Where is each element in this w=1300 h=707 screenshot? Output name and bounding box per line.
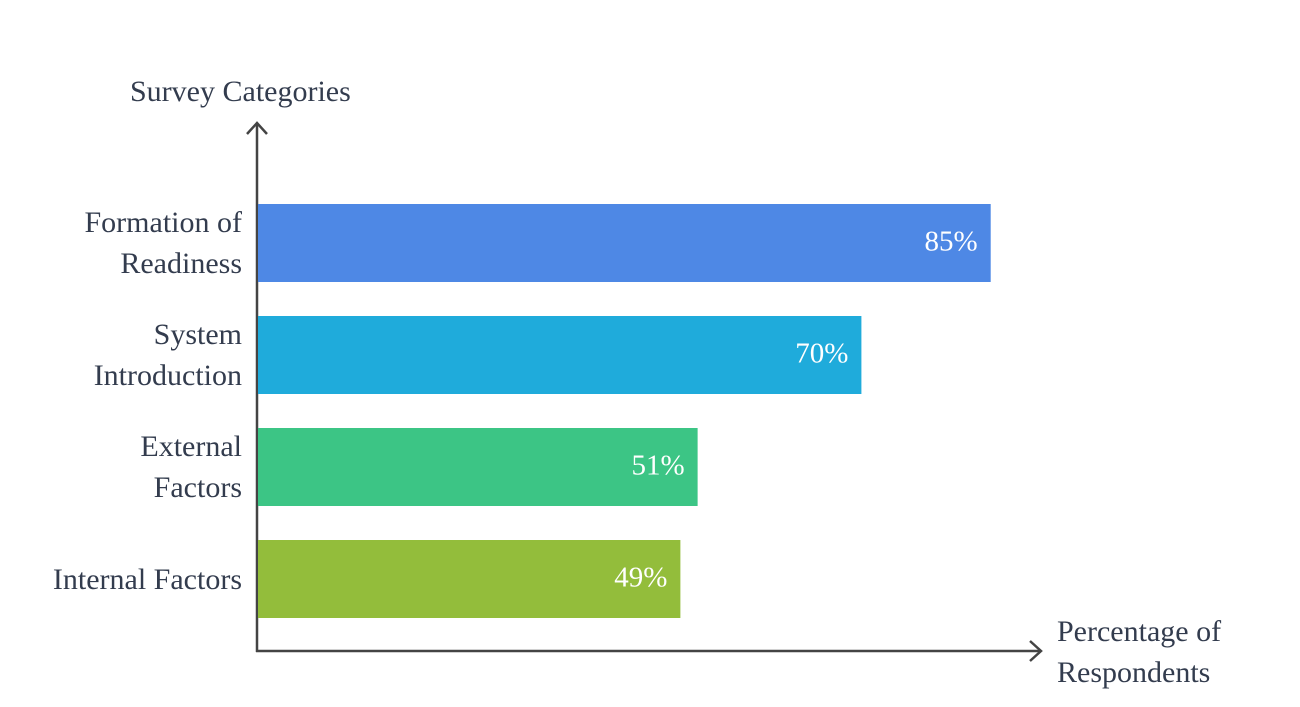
bar	[258, 540, 681, 618]
value-label: 51%	[631, 450, 684, 482]
category-label: Internal Factors	[52, 562, 242, 596]
category-label: Formation of Readiness	[84, 206, 243, 280]
value-label: 49%	[614, 562, 667, 594]
x-axis-label: Percentage of Respondents	[1057, 615, 1222, 689]
value-label: 85%	[925, 226, 978, 258]
bar	[258, 428, 698, 506]
category-label: External Factors	[140, 430, 242, 504]
category-label: System Introduction	[93, 318, 242, 392]
bar	[258, 204, 991, 282]
x-axis	[256, 640, 1043, 662]
value-label: 70%	[795, 338, 848, 370]
y-axis-label: Survey Categories	[130, 75, 351, 108]
y-axis	[246, 121, 268, 652]
bar	[258, 316, 862, 394]
